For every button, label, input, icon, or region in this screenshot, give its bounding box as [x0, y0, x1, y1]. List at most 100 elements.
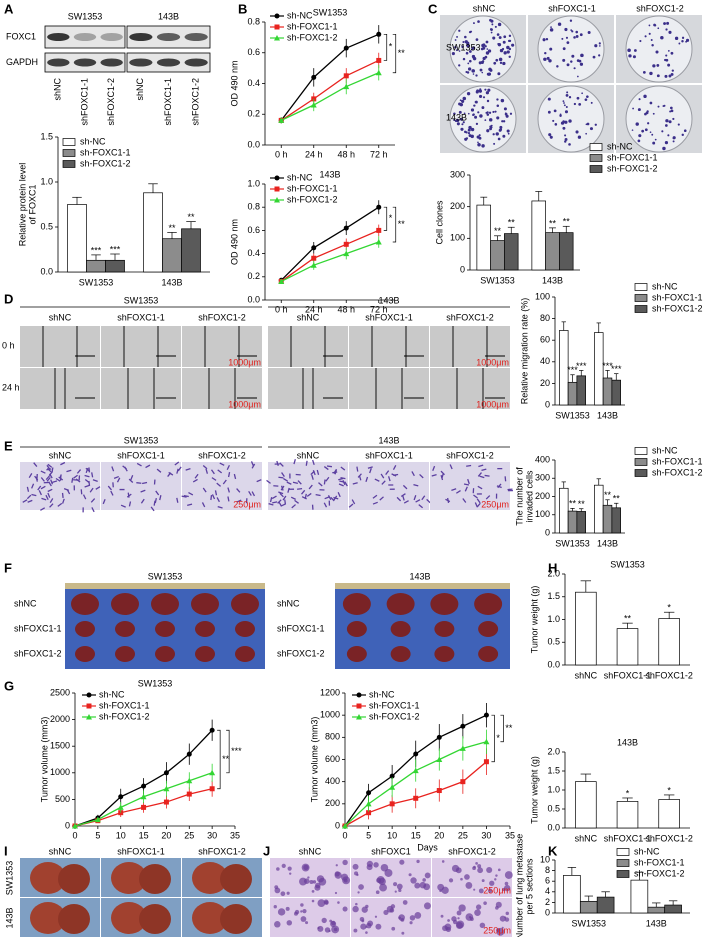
colony: [563, 102, 565, 104]
colony: [580, 53, 584, 58]
tissue: [302, 909, 307, 914]
tissue: [305, 921, 309, 925]
lung: [30, 862, 66, 894]
invading-cell: [305, 460, 308, 466]
tissue: [383, 909, 389, 916]
tumor: [386, 593, 415, 615]
colony: [638, 134, 642, 138]
marker: [140, 793, 147, 800]
significance-bracket: [491, 714, 495, 763]
marker: [274, 24, 280, 30]
tumor: [195, 621, 215, 637]
marker: [274, 197, 280, 203]
invading-cell: [323, 479, 326, 485]
tissue: [504, 881, 509, 886]
colony: [662, 105, 665, 107]
colony: [639, 39, 642, 43]
invading-cell: [286, 481, 292, 485]
colony: [667, 49, 670, 52]
significance: **: [604, 490, 612, 500]
colony: [663, 22, 666, 25]
invading-cell: [334, 469, 338, 475]
invading-cell: [272, 501, 278, 504]
marker: [365, 800, 372, 807]
y-axis-label: Tumor volume (mm3): [39, 717, 49, 803]
x-tick-label: shFOXC1-2: [645, 670, 693, 680]
colony: [651, 44, 654, 47]
tissue: [503, 884, 511, 892]
colony: [649, 131, 652, 133]
invading-cell: [348, 503, 354, 508]
bar: [575, 591, 597, 666]
colony: [631, 129, 634, 131]
marker: [376, 227, 382, 233]
colony: [549, 135, 553, 139]
colony: [462, 40, 465, 44]
bar: [162, 238, 182, 273]
colony: [480, 60, 484, 65]
x-tick-label: 48 h: [337, 304, 355, 314]
tumor: [235, 646, 255, 662]
invading-cell: [301, 496, 307, 500]
blot-protein-label: FOXC1: [6, 31, 36, 41]
significance-bracket: [217, 729, 221, 790]
invading-cell: [250, 461, 255, 467]
significance: ***: [576, 361, 587, 371]
invading-cell: [413, 495, 417, 501]
invading-cell: [156, 468, 162, 473]
colony: [632, 107, 635, 110]
y-tick-label: 20: [540, 378, 550, 388]
legend-label: sh-FOXC1-1: [652, 456, 703, 466]
legend-label: sh-FOXC1-1: [634, 857, 685, 867]
invading-cell: [154, 497, 157, 504]
colony: [468, 134, 472, 138]
colony: [487, 72, 492, 76]
invading-cell: [88, 467, 91, 473]
marker: [342, 823, 348, 829]
colony: [486, 113, 490, 116]
invading-cell: [167, 472, 172, 477]
invading-cell: [45, 475, 50, 481]
colony: [628, 54, 632, 58]
tumor: [195, 646, 215, 662]
colony: [579, 62, 584, 66]
colony: [657, 27, 660, 30]
colony: [664, 74, 668, 78]
colony: [495, 58, 499, 62]
y-axis-label: The number of: [514, 467, 524, 526]
invading-cell: [372, 501, 378, 505]
colony: [466, 44, 470, 48]
invading-cell: [41, 497, 47, 501]
colony: [638, 98, 641, 101]
x-tick-label: 143B: [161, 277, 182, 287]
marker: [86, 692, 92, 698]
colony: [668, 120, 672, 124]
significance: **: [508, 218, 516, 228]
invading-cell: [326, 465, 333, 468]
invading-cell: [385, 470, 390, 476]
tissue: [448, 878, 454, 883]
colony: [508, 39, 512, 43]
tissue: [328, 929, 331, 933]
invading-cell: [278, 501, 282, 507]
colony: [589, 127, 593, 131]
x-tick-label: SW1353: [480, 275, 515, 285]
blot-band: [47, 33, 70, 41]
invading-cell: [419, 473, 424, 479]
legend-swatch: [62, 138, 76, 146]
wound-image: [268, 326, 348, 367]
marker: [343, 45, 349, 51]
histology-image: [351, 858, 431, 897]
colony: [466, 41, 470, 45]
colony: [485, 91, 489, 95]
colony: [460, 117, 464, 121]
invading-cell: [122, 465, 127, 470]
colony: [463, 130, 467, 134]
significance-bracket: [392, 33, 397, 74]
y-tick-label: 400: [535, 454, 550, 464]
invading-cell: [140, 489, 146, 493]
legend-swatch: [634, 458, 648, 466]
invading-cell: [60, 461, 66, 466]
colony: [501, 120, 504, 123]
y-tick-label: 1.0: [40, 176, 53, 186]
